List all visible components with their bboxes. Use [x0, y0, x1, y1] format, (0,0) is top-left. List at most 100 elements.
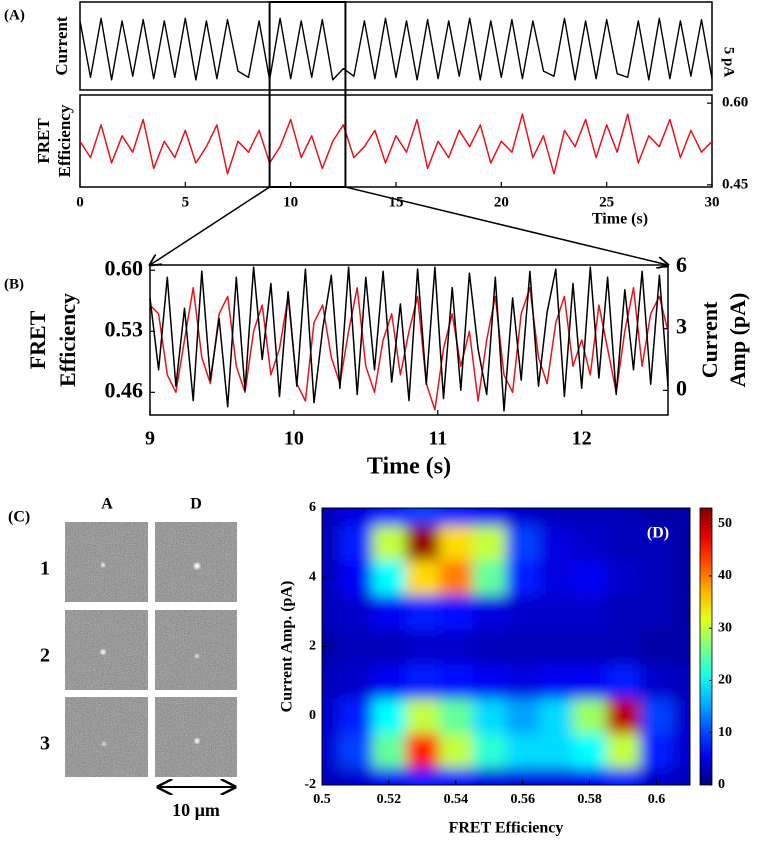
data-line	[149, 266, 669, 412]
heatmap-cell	[673, 698, 690, 734]
heatmap-cell	[639, 559, 674, 596]
heatmap-cell	[439, 767, 474, 785]
x-tick-label: 0.56	[510, 792, 535, 807]
heatmap-cell	[322, 629, 340, 665]
heatmap-cell	[539, 733, 574, 769]
x-tick-label: 11	[428, 428, 447, 450]
heatmap-cell	[472, 663, 507, 699]
y-tick-label: 0.46	[105, 377, 144, 402]
image-tile	[155, 610, 237, 690]
column-label: D	[190, 496, 202, 513]
heatmap-cell	[506, 594, 540, 630]
heatmap-cell	[639, 733, 674, 769]
y-tick-label: 0.45	[722, 176, 748, 192]
heatmap-cell	[539, 525, 574, 561]
heatmap-cell	[439, 629, 474, 665]
heatmap-cell	[606, 663, 641, 699]
x-tick-label: 15	[389, 194, 404, 210]
heatmap-cell	[639, 525, 674, 561]
heatmap-cell	[338, 594, 373, 630]
heatmap-clip	[322, 508, 690, 785]
zoom-box	[268, 1, 347, 188]
heatmap-cell	[539, 698, 574, 734]
heatmap-cell	[639, 663, 674, 699]
scale-bar-label: 10 µm	[172, 800, 220, 820]
heatmap-cell	[338, 629, 373, 665]
y2-axis-title: Amp (pA)	[725, 293, 750, 388]
colorbar-tick-label: 40	[718, 568, 732, 583]
heatmap-cell	[372, 594, 407, 630]
heatmap-cell	[338, 525, 373, 561]
heatmap-cell	[673, 594, 690, 630]
heatmap-cell	[639, 594, 674, 630]
x-tick-label: 0	[76, 194, 84, 210]
image-tile	[155, 697, 237, 777]
panel-label: (B)	[4, 276, 24, 292]
image-tile	[155, 522, 237, 602]
x-tick-label: 0.52	[377, 792, 402, 807]
heatmap-cell	[506, 733, 540, 769]
heatmap-cell	[506, 508, 540, 526]
heatmap-cell	[439, 663, 474, 699]
x-tick-label: 12	[572, 428, 592, 450]
heatmap-cell	[506, 767, 540, 785]
x-tick-label: 5	[182, 194, 190, 210]
colorbar-tick-label: 30	[718, 620, 732, 635]
heatmap-cell	[405, 767, 440, 785]
x-tick-label: 30	[705, 194, 720, 210]
heatmap-cells	[322, 508, 690, 785]
x-tick-label: 10	[283, 194, 298, 210]
panel-label: (C)	[8, 509, 30, 526]
heatmap-cell	[338, 698, 373, 734]
heatmap-cell	[606, 525, 641, 561]
heatmap-cell	[338, 767, 373, 785]
heatmap-cell	[572, 767, 607, 785]
heatmap-cell	[673, 525, 690, 561]
heatmap-cell	[322, 559, 340, 596]
y2-tick-label: 6	[676, 252, 687, 277]
x-tick-label: 0.54	[444, 792, 469, 807]
heatmap-cell	[506, 663, 540, 699]
spot	[100, 649, 106, 655]
heatmap-cell	[572, 733, 607, 769]
heatmap-cell	[673, 629, 690, 665]
plot-frame	[79, 94, 713, 188]
heatmap-cell	[372, 698, 407, 734]
y-axis-title: FRET	[34, 118, 53, 164]
x-tick-label: 20	[494, 194, 509, 210]
heatmap-cell	[405, 733, 440, 769]
row-label: 3	[40, 733, 50, 755]
data-line	[79, 17, 713, 81]
x-tick-label: 9	[145, 428, 155, 450]
y-tick-label: 0	[309, 708, 316, 723]
heatmap-cell	[673, 767, 690, 785]
x-axis-title: Time (s)	[367, 454, 451, 480]
heatmap-cell	[405, 629, 440, 665]
heatmap-cell	[606, 594, 641, 630]
heatmap-cell	[606, 698, 641, 734]
data-line	[79, 113, 713, 175]
heatmap-cell	[372, 508, 407, 526]
x-tick-label: 10	[284, 428, 304, 450]
heatmap-cell	[472, 629, 507, 665]
heatmap-cell	[472, 767, 507, 785]
heatmap-cell	[673, 663, 690, 699]
heatmap-cell	[539, 629, 574, 665]
heatmap-cell	[606, 629, 641, 665]
scale-bar-label: 5 pA	[721, 47, 737, 78]
heatmap-cell	[322, 594, 340, 630]
microscopy-images	[65, 522, 237, 787]
heatmap-cell	[572, 629, 607, 665]
heatmap-cell	[472, 733, 507, 769]
x-tick-label: 0.5	[313, 792, 331, 807]
heatmap-cell	[322, 767, 340, 785]
spot	[101, 563, 105, 567]
colorbar	[699, 507, 713, 786]
heatmap-cell	[472, 698, 507, 734]
heatmap-cell	[372, 629, 407, 665]
row-label: 2	[40, 645, 50, 667]
heatmap-cell	[439, 594, 474, 630]
colorbar-tick-label: 0	[718, 777, 725, 792]
